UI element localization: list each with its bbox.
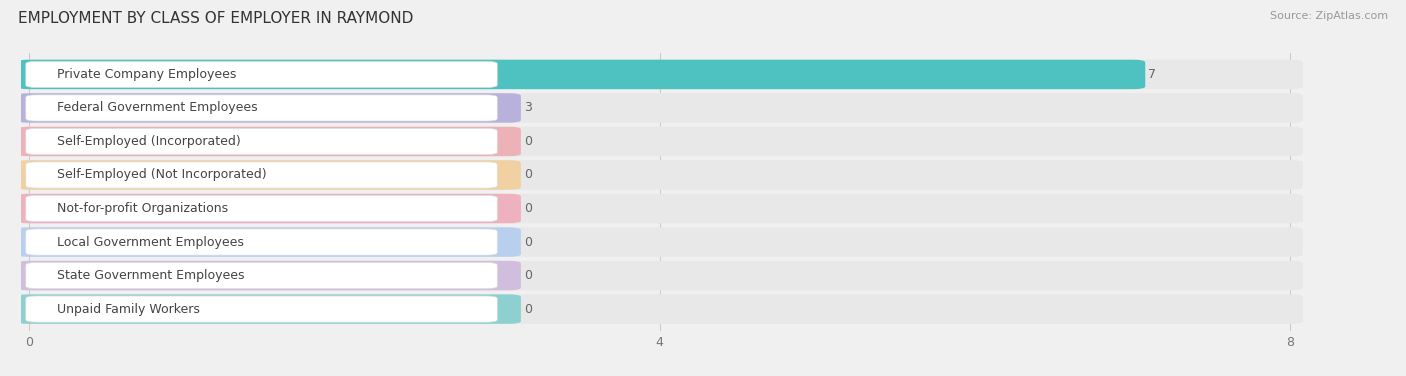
FancyBboxPatch shape bbox=[17, 194, 520, 223]
FancyBboxPatch shape bbox=[25, 95, 498, 121]
Text: EMPLOYMENT BY CLASS OF EMPLOYER IN RAYMOND: EMPLOYMENT BY CLASS OF EMPLOYER IN RAYMO… bbox=[18, 11, 413, 26]
Text: Not-for-profit Organizations: Not-for-profit Organizations bbox=[58, 202, 229, 215]
Text: 0: 0 bbox=[524, 168, 531, 182]
FancyBboxPatch shape bbox=[17, 261, 1303, 290]
Text: Source: ZipAtlas.com: Source: ZipAtlas.com bbox=[1270, 11, 1388, 21]
Text: State Government Employees: State Government Employees bbox=[58, 269, 245, 282]
FancyBboxPatch shape bbox=[17, 194, 1303, 223]
Text: Self-Employed (Not Incorporated): Self-Employed (Not Incorporated) bbox=[58, 168, 267, 182]
FancyBboxPatch shape bbox=[25, 162, 498, 188]
Text: Local Government Employees: Local Government Employees bbox=[58, 235, 245, 249]
Text: Unpaid Family Workers: Unpaid Family Workers bbox=[58, 303, 200, 315]
FancyBboxPatch shape bbox=[17, 294, 1303, 324]
FancyBboxPatch shape bbox=[17, 160, 520, 190]
Text: Federal Government Employees: Federal Government Employees bbox=[58, 102, 257, 114]
Text: 0: 0 bbox=[524, 235, 531, 249]
Text: 7: 7 bbox=[1149, 68, 1156, 81]
FancyBboxPatch shape bbox=[17, 60, 1146, 89]
FancyBboxPatch shape bbox=[17, 294, 520, 324]
Text: 0: 0 bbox=[524, 303, 531, 315]
FancyBboxPatch shape bbox=[25, 128, 498, 155]
FancyBboxPatch shape bbox=[17, 261, 520, 290]
FancyBboxPatch shape bbox=[25, 296, 498, 322]
FancyBboxPatch shape bbox=[25, 61, 498, 88]
FancyBboxPatch shape bbox=[17, 93, 520, 123]
FancyBboxPatch shape bbox=[17, 93, 1303, 123]
FancyBboxPatch shape bbox=[17, 160, 1303, 190]
FancyBboxPatch shape bbox=[17, 127, 520, 156]
FancyBboxPatch shape bbox=[17, 60, 1303, 89]
Text: 0: 0 bbox=[524, 135, 531, 148]
FancyBboxPatch shape bbox=[17, 227, 1303, 257]
FancyBboxPatch shape bbox=[17, 227, 520, 257]
Text: 3: 3 bbox=[524, 102, 531, 114]
Text: Private Company Employees: Private Company Employees bbox=[58, 68, 236, 81]
Text: 0: 0 bbox=[524, 202, 531, 215]
FancyBboxPatch shape bbox=[25, 196, 498, 221]
FancyBboxPatch shape bbox=[25, 262, 498, 289]
Text: Self-Employed (Incorporated): Self-Employed (Incorporated) bbox=[58, 135, 240, 148]
FancyBboxPatch shape bbox=[17, 127, 1303, 156]
FancyBboxPatch shape bbox=[25, 229, 498, 255]
Text: 0: 0 bbox=[524, 269, 531, 282]
